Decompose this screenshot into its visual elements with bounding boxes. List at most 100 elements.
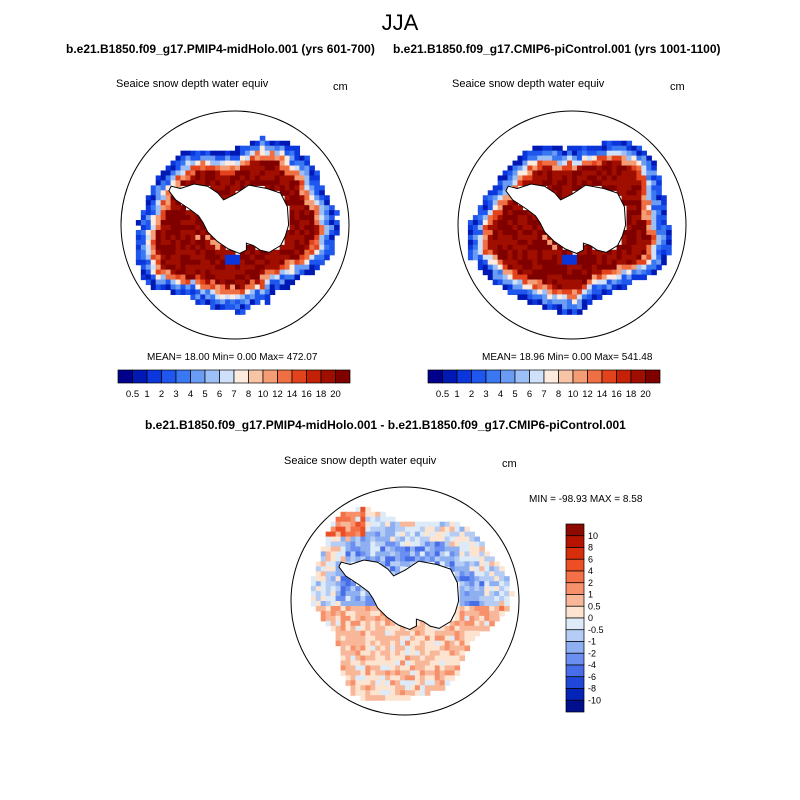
- colorbar-swatch: [442, 369, 458, 384]
- colorbar-tick-label: -2: [588, 648, 596, 658]
- colorbar-tick-label: 3: [483, 389, 488, 400]
- colorbar-swatch: [645, 369, 661, 384]
- colorbar-swatch: [565, 676, 585, 689]
- colorbar-swatch: [132, 369, 148, 384]
- colorbar-tick-label: 14: [597, 389, 608, 400]
- left-stats: MEAN= 18.00 Min= 0.00 Max= 472.07: [147, 352, 318, 363]
- left-polar-map: [120, 110, 350, 340]
- colorbar-swatch: [565, 547, 585, 560]
- colorbar-swatch: [565, 629, 585, 642]
- colorbar-tick-label: 16: [611, 389, 622, 400]
- colorbar-tick-label: -4: [588, 660, 596, 670]
- colorbar-tick-label: 1: [144, 389, 149, 400]
- diff-panel-title: b.e21.B1850.f09_g17.PMIP4-midHolo.001 - …: [145, 418, 626, 432]
- colorbar-swatch: [277, 369, 293, 384]
- colorbar-tick-label: 7: [231, 389, 236, 400]
- colorbar-tick-label: 2: [159, 389, 164, 400]
- left-panel-title: b.e21.B1850.f09_g17.PMIP4-midHolo.001 (y…: [66, 42, 375, 56]
- colorbar-tick-label: 4: [588, 566, 593, 576]
- colorbar-swatch: [565, 523, 585, 537]
- colorbar-tick-label: -10: [588, 695, 601, 705]
- colorbar-tick-label: 16: [301, 389, 312, 400]
- colorbar-tick-label: 5: [202, 389, 207, 400]
- right-colorbar: 0.5 1 2 3 4 5 6 7 8 10 12 14 16 18 20: [427, 369, 661, 400]
- colorbar-swatch: [565, 558, 585, 572]
- colorbar-tick-label: 2: [469, 389, 474, 400]
- antarctica-coastline: [505, 183, 627, 255]
- colorbar-tick-label: -6: [588, 672, 596, 682]
- diff-polar-map: [290, 486, 520, 716]
- colorbar-swatch: [543, 369, 559, 384]
- colorbar-tick-label: 8: [588, 543, 593, 553]
- colorbar-swatch: [558, 369, 574, 384]
- colorbar-swatch: [587, 369, 603, 384]
- colorbar-tick-label: 6: [527, 389, 532, 400]
- colorbar-tick-label: -1: [588, 637, 596, 647]
- colorbar-tick-label: 3: [173, 389, 178, 400]
- map-cells: [310, 506, 515, 701]
- colorbar-tick-label: 12: [582, 389, 593, 400]
- colorbar-swatch: [565, 699, 585, 713]
- map-cells: [135, 135, 340, 315]
- colorbar-swatch: [291, 369, 307, 384]
- colorbar-swatch: [306, 369, 322, 384]
- colorbar-swatch: [565, 535, 585, 548]
- colorbar-swatch: [161, 369, 177, 384]
- colorbar-tick-label: 2: [588, 578, 593, 588]
- colorbar-tick-label: 18: [316, 389, 327, 400]
- colorbar-swatch: [565, 688, 585, 701]
- colorbar-swatch: [500, 369, 516, 384]
- colorbar-tick-label: -0.5: [588, 625, 604, 635]
- map-boundary: [120, 110, 350, 340]
- right-panel-subtitle: Seaice snow depth water equiv: [452, 78, 605, 90]
- colorbar-swatch: [427, 369, 443, 384]
- left-panel-subtitle: Seaice snow depth water equiv: [116, 78, 269, 90]
- colorbar-tick-label: 4: [188, 389, 193, 400]
- colorbar-tick-label: 8: [556, 389, 561, 400]
- colorbar-swatch: [565, 605, 585, 619]
- colorbar-tick-label: 7: [541, 389, 546, 400]
- colorbar-swatch: [456, 369, 472, 384]
- colorbar-tick-label: 20: [330, 389, 341, 400]
- colorbar-swatch: [204, 369, 220, 384]
- colorbar-swatch: [320, 369, 336, 384]
- colorbar-swatch: [630, 369, 646, 384]
- colorbar-tick-label: 5: [512, 389, 517, 400]
- colorbar-swatch: [248, 369, 264, 384]
- colorbar-swatch: [529, 369, 545, 384]
- right-panel-title: b.e21.B1850.f09_g17.CMIP6-piControl.001 …: [393, 42, 721, 56]
- colorbar-tick-label: 12: [272, 389, 283, 400]
- colorbar-swatch: [233, 369, 249, 384]
- colorbar-swatch: [565, 594, 585, 607]
- colorbar-tick-label: 0: [588, 613, 593, 623]
- colorbar-swatch: [601, 369, 617, 384]
- colorbar-swatch: [471, 369, 487, 384]
- colorbar-tick-label: 0.5: [588, 601, 601, 611]
- diff-colorbar: 10 86 4 2 10.5 0 -0.5 -1-2 -4 -6 -8-10: [565, 523, 604, 713]
- colorbar-swatch: [262, 369, 278, 384]
- colorbar-swatch: [572, 369, 588, 384]
- colorbar-tick-label: 6: [217, 389, 222, 400]
- colorbar-tick-label: 14: [287, 389, 298, 400]
- map-boundary: [457, 110, 687, 340]
- colorbar-swatch: [565, 652, 585, 666]
- colorbar-swatch: [565, 617, 585, 631]
- colorbar-swatch: [565, 641, 585, 654]
- map-cells: [467, 140, 672, 315]
- colorbar-tick-label: -8: [588, 684, 596, 694]
- map-boundary: [290, 486, 520, 716]
- main-title: JJA: [381, 10, 419, 35]
- colorbar-tick-label: 0.5: [126, 389, 139, 400]
- colorbar-swatch: [219, 369, 235, 384]
- colorbar-tick-label: 1: [588, 590, 593, 600]
- colorbar-tick-label: 1: [454, 389, 459, 400]
- colorbar-swatch: [175, 369, 191, 384]
- colorbar-swatch: [565, 570, 585, 584]
- colorbar-tick-label: 10: [568, 389, 579, 400]
- left-panel-units: cm: [333, 81, 348, 93]
- colorbar-swatch: [565, 664, 585, 678]
- colorbar-swatch: [117, 369, 133, 384]
- colorbar-tick-label: 0.5: [436, 389, 449, 400]
- colorbar-tick-label: 10: [258, 389, 269, 400]
- colorbar-tick-label: 4: [498, 389, 503, 400]
